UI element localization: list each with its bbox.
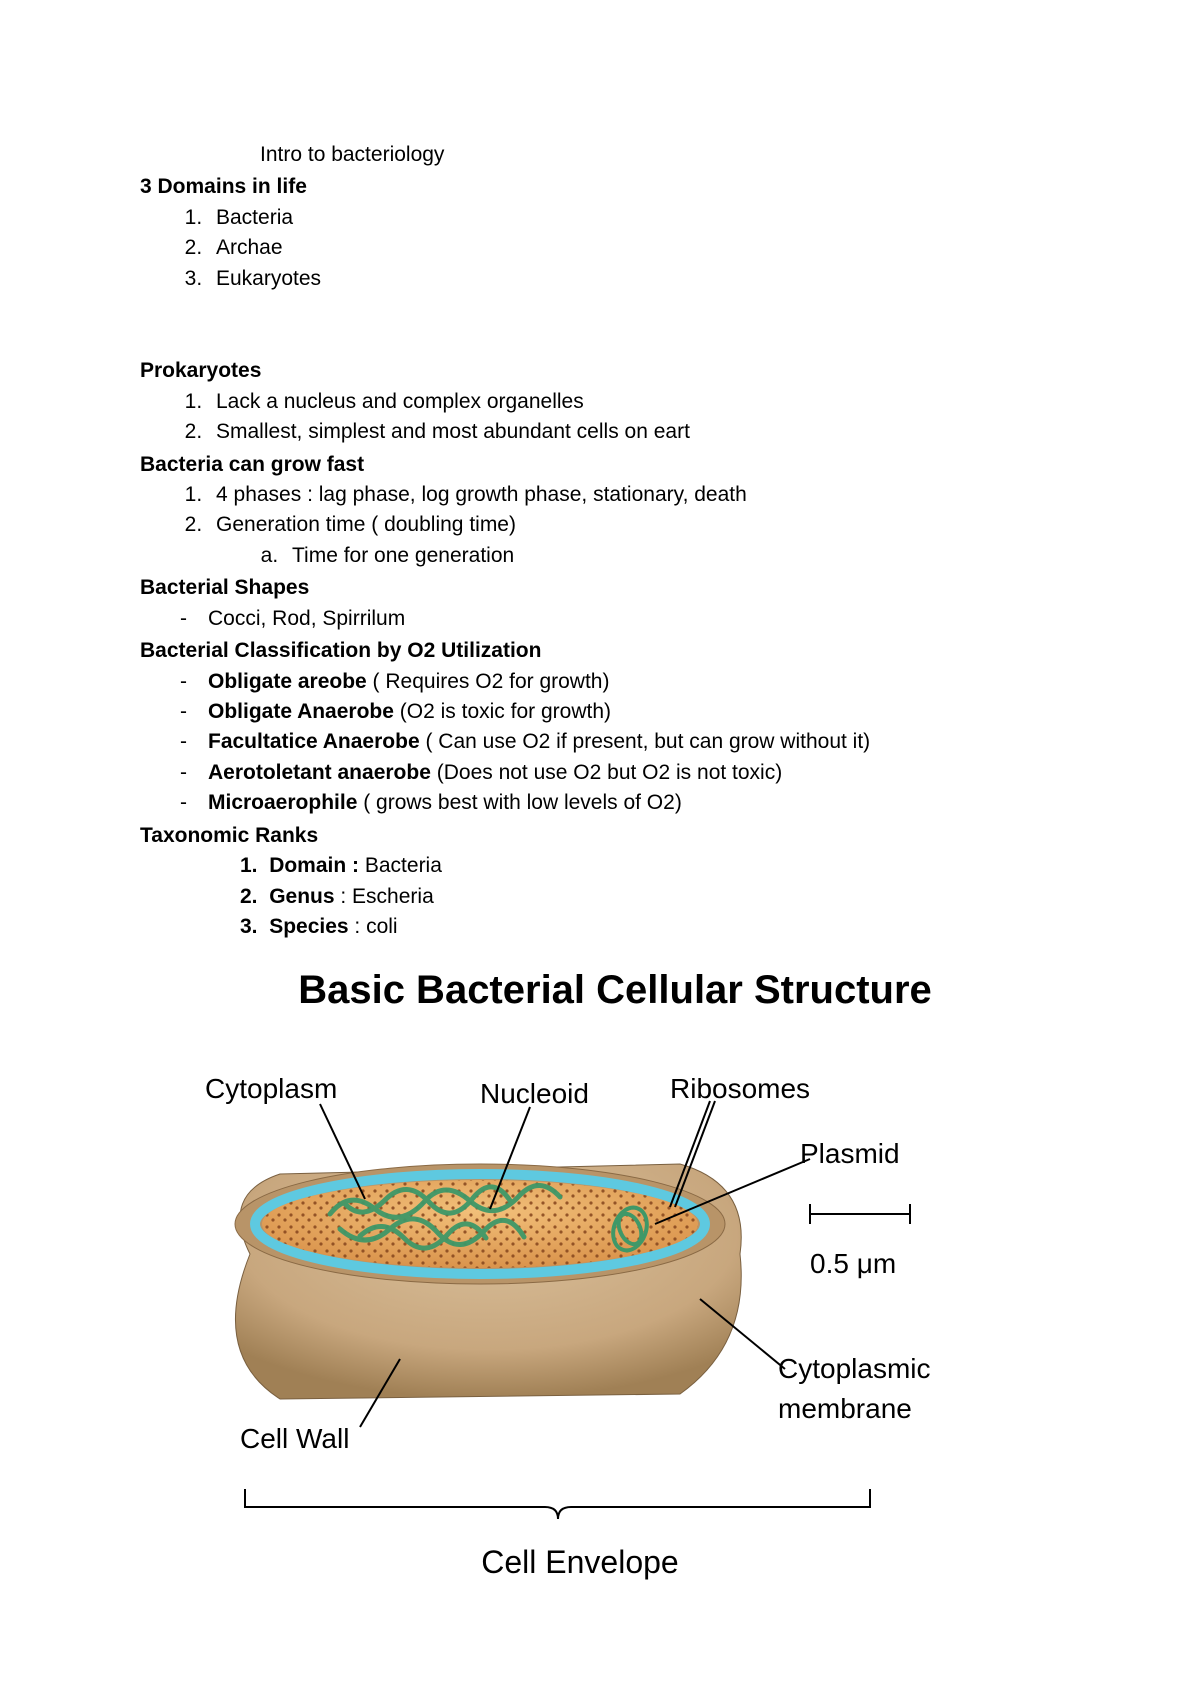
heading-growth: Bacteria can grow fast [140,450,1060,480]
label-cell-wall: Cell Wall [240,1419,349,1460]
list-item: Generation time ( doubling time) Time fo… [208,510,1060,571]
list-shapes: Cocci, Rod, Spirrilum [180,604,1060,634]
label-cell-envelope: Cell Envelope [170,1539,990,1585]
list-domains: Bacteria Archae Eukaryotes [208,203,1060,294]
list-item: Archae [208,233,1060,263]
label-scale: 0.5 μm [810,1244,896,1285]
list-prokaryotes: Lack a nucleus and complex organelles Sm… [208,387,1060,448]
diagram-title: Basic Bacterial Cellular Structure [170,961,1060,1019]
list-item: Time for one generation [284,541,1060,571]
list-item: Eukaryotes [208,264,1060,294]
list-item: Lack a nucleus and complex organelles [208,387,1060,417]
list-item: Aerotoletant anaerobe (Does not use O2 b… [180,758,1060,788]
list-item: Facultatice Anaerobe ( Can use O2 if pre… [180,727,1060,757]
cell-svg [170,1049,990,1609]
heading-o2: Bacterial Classification by O2 Utilizati… [140,636,1060,666]
list-item: Smallest, simplest and most abundant cel… [208,417,1060,447]
list-item: 1. Domain : Bacteria [240,851,1060,881]
list-o2: Obligate areobe ( Requires O2 for growth… [180,667,1060,819]
list-item: Microaerophile ( grows best with low lev… [180,788,1060,818]
bacterial-cell-diagram: Cytoplasm Nucleoid Ribosomes Plasmid 0.5… [170,1049,990,1609]
label-nucleoid: Nucleoid [480,1074,589,1115]
heading-domains: 3 Domains in life [140,172,1060,202]
list-item: Bacteria [208,203,1060,233]
heading-taxonomy: Taxonomic Ranks [140,821,1060,851]
list-item: 2. Genus : Escheria [240,882,1060,912]
list-item: Obligate Anaerobe (O2 is toxic for growt… [180,697,1060,727]
label-plasmid: Plasmid [800,1134,900,1175]
list-item: Obligate areobe ( Requires O2 for growth… [180,667,1060,697]
list-item: 3. Species : coli [240,912,1060,942]
list-item: Cocci, Rod, Spirrilum [180,604,1060,634]
label-cytoplasmic-membrane: Cytoplasmic membrane [778,1349,930,1430]
list-taxonomy: 1. Domain : Bacteria 2. Genus : Escheria… [240,851,1060,942]
page-title: Intro to bacteriology [260,140,1060,170]
heading-shapes: Bacterial Shapes [140,573,1060,603]
label-ribosomes: Ribosomes [670,1069,810,1110]
list-item: 4 phases : lag phase, log growth phase, … [208,480,1060,510]
heading-prokaryotes: Prokaryotes [140,356,1060,386]
list-growth: 4 phases : lag phase, log growth phase, … [208,480,1060,571]
label-cytoplasm: Cytoplasm [205,1069,337,1110]
